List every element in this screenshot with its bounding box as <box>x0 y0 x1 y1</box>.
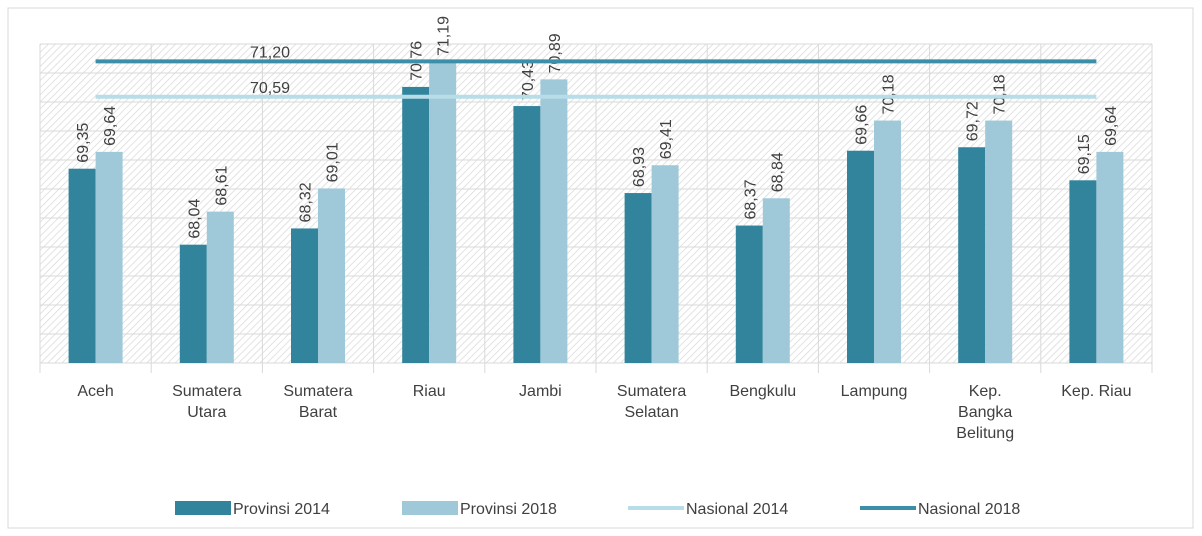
x-tick-label: Sumatera Utara <box>172 383 242 421</box>
data-label: 68,61 <box>213 165 230 205</box>
bar <box>847 150 874 363</box>
data-label: 69,64 <box>102 106 119 146</box>
legend-swatch <box>175 501 231 515</box>
data-label: 68,37 <box>742 179 759 219</box>
x-tick-label: Sumatera Selatan <box>616 383 687 421</box>
reference-label: 71,20 <box>250 44 290 61</box>
data-label: 69,72 <box>965 101 982 141</box>
x-tick-label: Bengkulu <box>729 383 797 400</box>
legend-label: Provinsi 2014 <box>233 501 330 518</box>
data-label: 68,84 <box>769 152 786 192</box>
bar <box>513 106 541 363</box>
legend-swatch <box>402 501 458 515</box>
bar <box>651 165 679 363</box>
bar <box>1069 180 1097 363</box>
legend-label: Nasional 2014 <box>686 501 788 518</box>
data-label: 71,19 <box>436 16 453 56</box>
bar <box>762 198 790 363</box>
x-tick-label: Jambi <box>519 383 562 400</box>
bar <box>540 79 568 363</box>
bar <box>874 120 901 363</box>
x-tick-label: Aceh <box>77 383 114 400</box>
bar <box>958 147 986 363</box>
bar <box>318 188 345 363</box>
data-label: 68,04 <box>186 199 203 239</box>
legend-label: Nasional 2018 <box>918 501 1020 518</box>
reference-label: 70,59 <box>250 80 290 97</box>
data-label: 69,15 <box>1076 134 1093 174</box>
bar <box>735 225 763 363</box>
data-label: 70,18 <box>881 74 898 114</box>
data-label: 69,64 <box>1103 106 1120 146</box>
legend-label: Provinsi 2018 <box>460 501 557 518</box>
data-label: 70,89 <box>547 33 564 73</box>
x-tick-label: Riau <box>412 383 446 400</box>
bar <box>95 151 123 363</box>
bar <box>624 193 652 363</box>
data-label: 69,01 <box>325 142 342 182</box>
bar <box>985 120 1013 363</box>
data-label: 69,35 <box>75 123 92 163</box>
data-label: 70,18 <box>992 74 1009 114</box>
bar <box>402 86 430 364</box>
data-label: 69,41 <box>658 119 675 159</box>
x-tick-label: Kep. Bangka Belitung <box>956 383 1015 442</box>
bar <box>179 244 207 363</box>
bar <box>1096 151 1124 363</box>
x-tick-label: Lampung <box>840 383 908 400</box>
x-tick-label: Kep. Riau <box>1061 383 1132 400</box>
data-label: 69,66 <box>854 105 871 145</box>
bar <box>68 168 96 363</box>
data-label: 68,93 <box>631 147 648 187</box>
x-tick-label: Sumatera Barat <box>283 383 353 421</box>
bar <box>429 61 457 363</box>
data-label: 70,43 <box>520 60 537 100</box>
bar <box>291 228 318 363</box>
data-label: 68,32 <box>298 182 315 222</box>
bar <box>206 211 234 363</box>
